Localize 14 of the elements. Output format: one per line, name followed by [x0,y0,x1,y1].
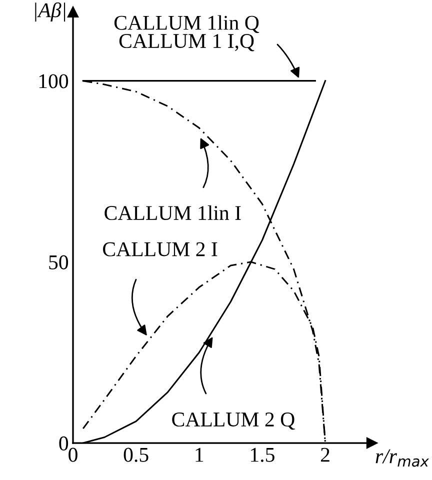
annotation: CALLUM 1lin Q CALLUM 1 I,Q [114,15,260,52]
x-tick-label: 2 [320,448,330,462]
x-tick-label: 1 [196,448,204,462]
x-tick-label: 0 [68,448,78,462]
y-tick-label: 100 [39,74,68,88]
x-tick-label: 1.5 [251,448,274,462]
x-axis-title: r/r$_{max}$ [376,449,430,467]
annotation: CALLUM 2 I [103,242,218,256]
annotation: CALLUM 2 Q [172,412,295,430]
y-axis-title: |Aβ| [35,2,66,22]
annotation: CALLUM 1lin I [104,205,241,220]
x-tick-label: 0.5 [124,448,148,462]
y-tick-label: 0 [59,436,68,450]
y-tick-label: 50 [49,255,68,270]
